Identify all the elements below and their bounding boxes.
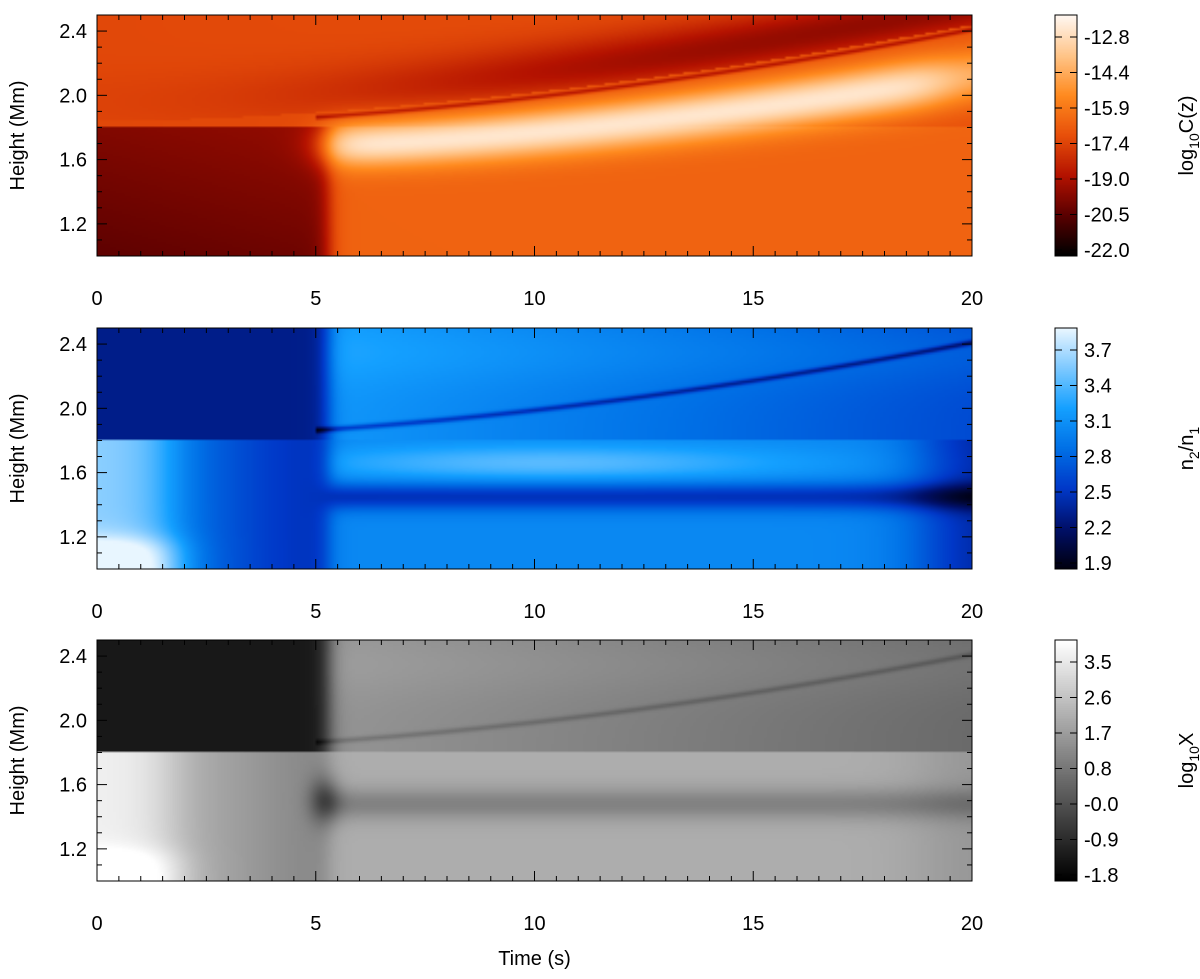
colorbar: -22.0 -20.5 -19.0 -17.4 -15.9 -14.4 -12.8 log10… — [1054, 14, 1200, 262]
colorbar-tick-label: 3.4 — [1084, 376, 1112, 398]
x-tick-label: 0 — [91, 288, 102, 310]
panel-1: 0 5 10 15 20 1.2 1.6 2.0 2.4 Height (Mm) -22.0 -20.… — [7, 14, 1200, 310]
colorbar-label-sub2: 1 — [1186, 427, 1200, 435]
y-tick-label: 2.0 — [59, 85, 87, 107]
x-tick-label: 5 — [310, 913, 321, 935]
x-tick-label: 10 — [523, 288, 545, 310]
x-axis-label: Time (s) — [498, 948, 571, 970]
y-axis-label: Height (Mm) — [7, 393, 29, 503]
colorbar-tick-label: -0.9 — [1084, 830, 1118, 852]
panel-3: 0 5 10 15 20 1.2 1.6 2.0 2.4 Height (Mm) Time (s) -… — [7, 639, 1200, 970]
colorbar-label-tail: C(z) — [1176, 95, 1198, 133]
y-tick-label: 1.6 — [59, 775, 87, 797]
colorbar-tick-label: -19.0 — [1084, 169, 1130, 191]
colorbar: 1.9 2.2 2.5 2.8 3.1 3.4 3.7 n2/n1 — [1054, 327, 1200, 575]
x-tick-label: 10 — [523, 601, 545, 623]
x-tick-label: 20 — [961, 913, 983, 935]
panel-2: 0 5 10 15 20 1.2 1.6 2.0 2.4 Height (Mm) 1.9 2.2 2.5… — [7, 327, 1200, 623]
colorbar-tick-label: -0.0 — [1084, 794, 1118, 816]
y-tick-label: 2.0 — [59, 710, 87, 732]
x-tick-label: 0 — [91, 601, 102, 623]
colorbar-tick-label: 1.9 — [1084, 553, 1112, 575]
colorbar-tick-label: 2.8 — [1084, 447, 1112, 469]
colorbar-label: log10C(z) — [1176, 95, 1200, 175]
colorbar-frame — [1054, 327, 1078, 570]
colorbar: -1.8 -0.9 -0.0 0.8 1.7 2.6 3.5 log10X — [1054, 639, 1200, 887]
y-tick-label: 1.2 — [59, 527, 87, 549]
colorbar-frame — [1054, 14, 1078, 257]
y-axis-label: Height (Mm) — [7, 705, 29, 815]
colorbar-label-tail: /n — [1176, 435, 1198, 452]
colorbar-tick-label: 3.5 — [1084, 652, 1112, 674]
colorbar-gradient — [1055, 15, 1077, 256]
x-tick-label: 20 — [961, 288, 983, 310]
colorbar-tick-label: -17.4 — [1084, 134, 1130, 156]
colorbar-gradient — [1055, 640, 1077, 881]
colorbar-label-main: log — [1176, 762, 1198, 789]
x-tick-label: 15 — [742, 601, 764, 623]
y-tick-label: 2.0 — [59, 398, 87, 420]
colorbar-tick-label: 2.6 — [1084, 688, 1112, 710]
heatmap-image — [97, 328, 972, 569]
colorbar-tick-label: -14.4 — [1084, 63, 1130, 85]
x-tick-label: 5 — [310, 288, 321, 310]
colorbar-tick-label: 1.7 — [1084, 723, 1112, 745]
colorbar-tick-label: -1.8 — [1084, 865, 1118, 887]
x-tick-label: 15 — [742, 913, 764, 935]
colorbar-tick-label: -22.0 — [1084, 240, 1130, 262]
heatmap-image — [97, 640, 972, 881]
colorbar-label: n2/n1 — [1176, 427, 1200, 471]
y-tick-label: 2.4 — [59, 21, 87, 43]
colorbar-tick-label: -20.5 — [1084, 205, 1130, 227]
heatmap-image — [97, 15, 972, 256]
y-tick-label: 1.2 — [59, 839, 87, 861]
colorbar-tick-label: 2.2 — [1084, 518, 1112, 540]
colorbar-label-sub: 10 — [1186, 746, 1200, 762]
colorbar-label-tail: X — [1176, 733, 1198, 746]
colorbar-gradient — [1055, 328, 1077, 569]
colorbar-tick-label: 2.5 — [1084, 482, 1112, 504]
y-tick-label: 1.6 — [59, 463, 87, 485]
colorbar-tick-label: 0.8 — [1084, 759, 1112, 781]
colorbar-label: log10X — [1176, 733, 1200, 789]
colorbar-label-main: n — [1176, 459, 1198, 470]
y-axis-label: Height (Mm) — [7, 80, 29, 190]
colorbar-tick-label: -15.9 — [1084, 98, 1130, 120]
y-tick-label: 2.4 — [59, 646, 87, 668]
x-tick-label: 15 — [742, 288, 764, 310]
colorbar-tick-label: -12.8 — [1084, 27, 1130, 49]
x-tick-label: 10 — [523, 913, 545, 935]
colorbar-tick-label: 3.7 — [1084, 340, 1112, 362]
x-tick-label: 0 — [91, 913, 102, 935]
colorbar-label-main: log — [1176, 149, 1198, 176]
y-tick-label: 1.6 — [59, 150, 87, 172]
colorbar-frame — [1054, 639, 1078, 882]
x-tick-label: 5 — [310, 601, 321, 623]
colorbar-label-sub: 10 — [1186, 133, 1200, 149]
colorbar-label-sub: 2 — [1186, 451, 1200, 459]
y-tick-label: 2.4 — [59, 334, 87, 356]
y-tick-label: 1.2 — [59, 214, 87, 236]
x-tick-label: 20 — [961, 601, 983, 623]
colorbar-tick-label: 3.1 — [1084, 411, 1112, 433]
